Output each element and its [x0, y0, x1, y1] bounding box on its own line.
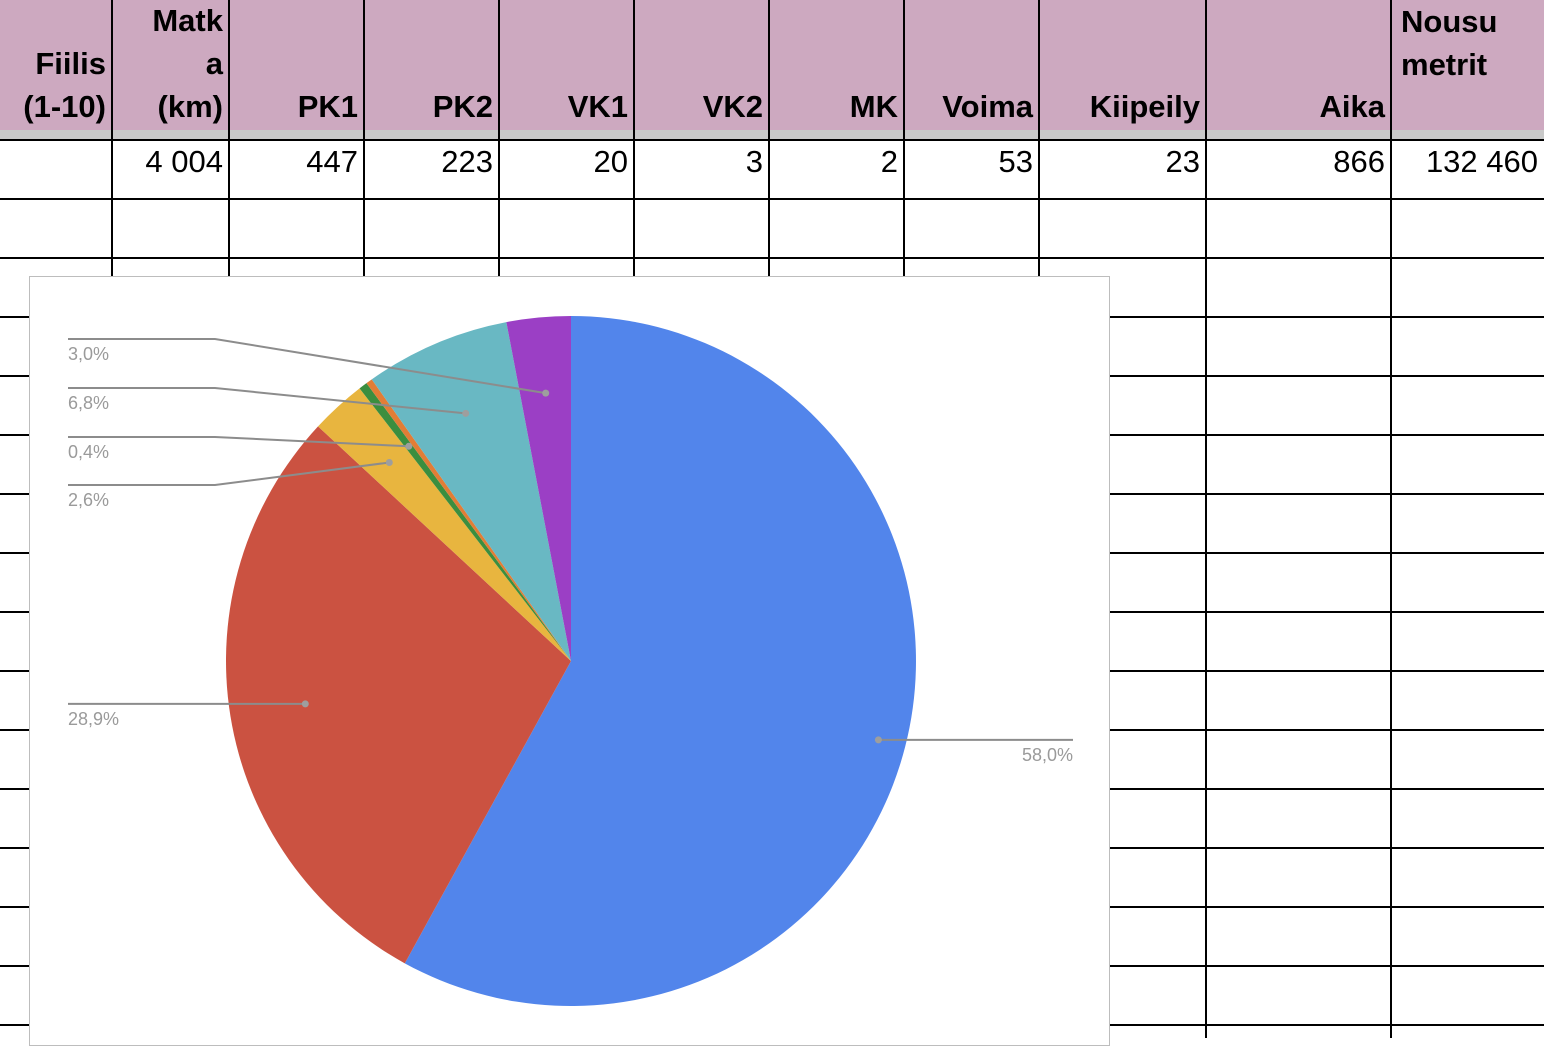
cell-total-kiipeily[interactable]: 23	[1165, 144, 1200, 179]
data-label-5: 6,8%	[68, 393, 109, 413]
leader-line-2	[68, 461, 390, 486]
cell-total-vk2[interactable]: 3	[745, 144, 763, 179]
column-header-vk2[interactable]: VK2	[702, 89, 763, 124]
data-label-6: 3,0%	[68, 344, 109, 364]
cell-total-fiilis[interactable]	[2, 140, 112, 198]
column-header-matka[interactable]: Matk a (km)	[152, 3, 223, 124]
row-divider	[0, 198, 1544, 200]
pie-slice-4[interactable]	[366, 379, 571, 661]
leader-dot-5	[462, 409, 470, 417]
cell-total-pk1[interactable]: 447	[306, 144, 358, 179]
leader-dot-0	[874, 736, 882, 744]
data-label-0: 58,0%	[1022, 745, 1073, 765]
column-header-aika[interactable]: Aika	[1319, 89, 1385, 124]
row-divider	[0, 139, 1544, 141]
cell-total-pk2[interactable]: 223	[441, 144, 493, 179]
leader-dot-2	[385, 459, 393, 466]
leader-line-3	[68, 436, 409, 448]
leader-line-6	[68, 338, 546, 395]
cell-total-vk1[interactable]: 20	[593, 144, 628, 179]
column-header-voima[interactable]: Voima	[942, 89, 1033, 124]
cell-total-mk[interactable]: 2	[880, 144, 898, 179]
column-header-vk1[interactable]: VK1	[567, 89, 628, 124]
pie-slice-0[interactable]	[404, 316, 916, 1006]
frozen-row-separator[interactable]	[0, 130, 1544, 139]
column-header-kiipeily[interactable]: Kiipeily	[1089, 89, 1200, 124]
pie-slice-3[interactable]	[359, 383, 571, 661]
column-divider	[1205, 0, 1207, 1038]
leader-dot-3	[405, 442, 413, 450]
cell-total-nousu[interactable]: 132 460	[1425, 144, 1538, 179]
data-label-2: 2,6%	[68, 490, 109, 510]
pie-slice-6[interactable]	[506, 316, 571, 661]
header-row-background	[0, 0, 1544, 130]
cell-total-voima[interactable]: 53	[998, 144, 1033, 179]
column-header-fiilis[interactable]: Fiilis (1-10)	[23, 46, 106, 124]
pie-chart-svg: 58,0% 28,9% 2,6% 0,4% 6,8% 3,0%	[68, 316, 1073, 1006]
column-header-mk[interactable]: MK	[849, 89, 898, 124]
row-divider	[0, 257, 1544, 259]
leader-line-5	[68, 387, 466, 415]
pie-slice-5[interactable]	[371, 322, 571, 661]
pie-slice-1[interactable]	[226, 426, 571, 964]
column-header-pk2[interactable]: PK2	[432, 89, 493, 124]
column-header-nousu[interactable]: Nousu metrit	[1401, 4, 1498, 82]
column-divider	[1390, 0, 1392, 1038]
data-label-1: 28,9%	[68, 709, 119, 729]
leader-dot-1	[301, 700, 309, 708]
data-label-3: 0,4%	[68, 442, 109, 462]
pie-slice-2[interactable]	[318, 388, 571, 661]
leader-dot-6	[542, 389, 550, 397]
column-header-pk1[interactable]: PK1	[297, 89, 358, 124]
cell-total-aika[interactable]: 866	[1333, 144, 1385, 179]
pie-chart[interactable]: 58,0% 28,9% 2,6% 0,4% 6,8% 3,0%	[29, 276, 1110, 1046]
cell-total-matka[interactable]: 4 004	[145, 144, 223, 179]
